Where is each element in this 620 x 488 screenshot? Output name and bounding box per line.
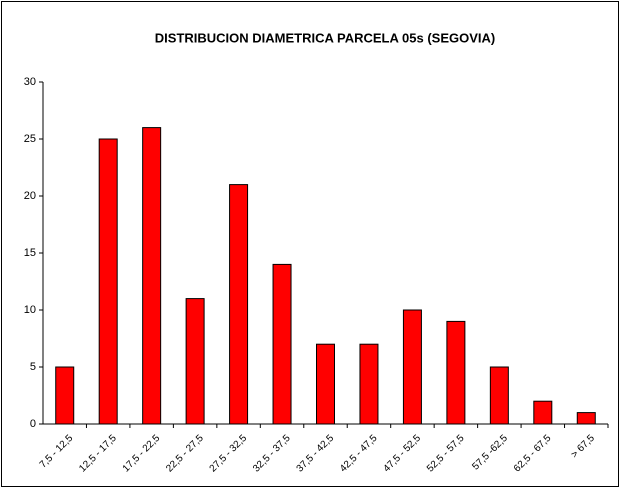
chart-title: DISTRIBUCION DIAMETRICA PARCELA 05s (SEG… [155,30,495,45]
y-tick-label: 0 [30,418,36,430]
bar [446,320,466,425]
bar [489,366,509,425]
bar [402,309,422,425]
y-tick-label: 10 [24,304,36,316]
bar [142,127,162,425]
y-tick-label: 5 [30,361,36,373]
bar [533,400,553,425]
bar [98,138,118,425]
bar [316,343,335,425]
y-tick-label: 30 [24,76,36,88]
bar [576,412,596,425]
bar [185,298,205,425]
y-tick-label: 25 [24,133,36,145]
y-tick-label: 15 [24,247,36,259]
bar [272,263,292,425]
y-tick-label: 20 [24,190,36,202]
bar [229,184,249,425]
bar [55,366,75,425]
bar [359,343,379,425]
